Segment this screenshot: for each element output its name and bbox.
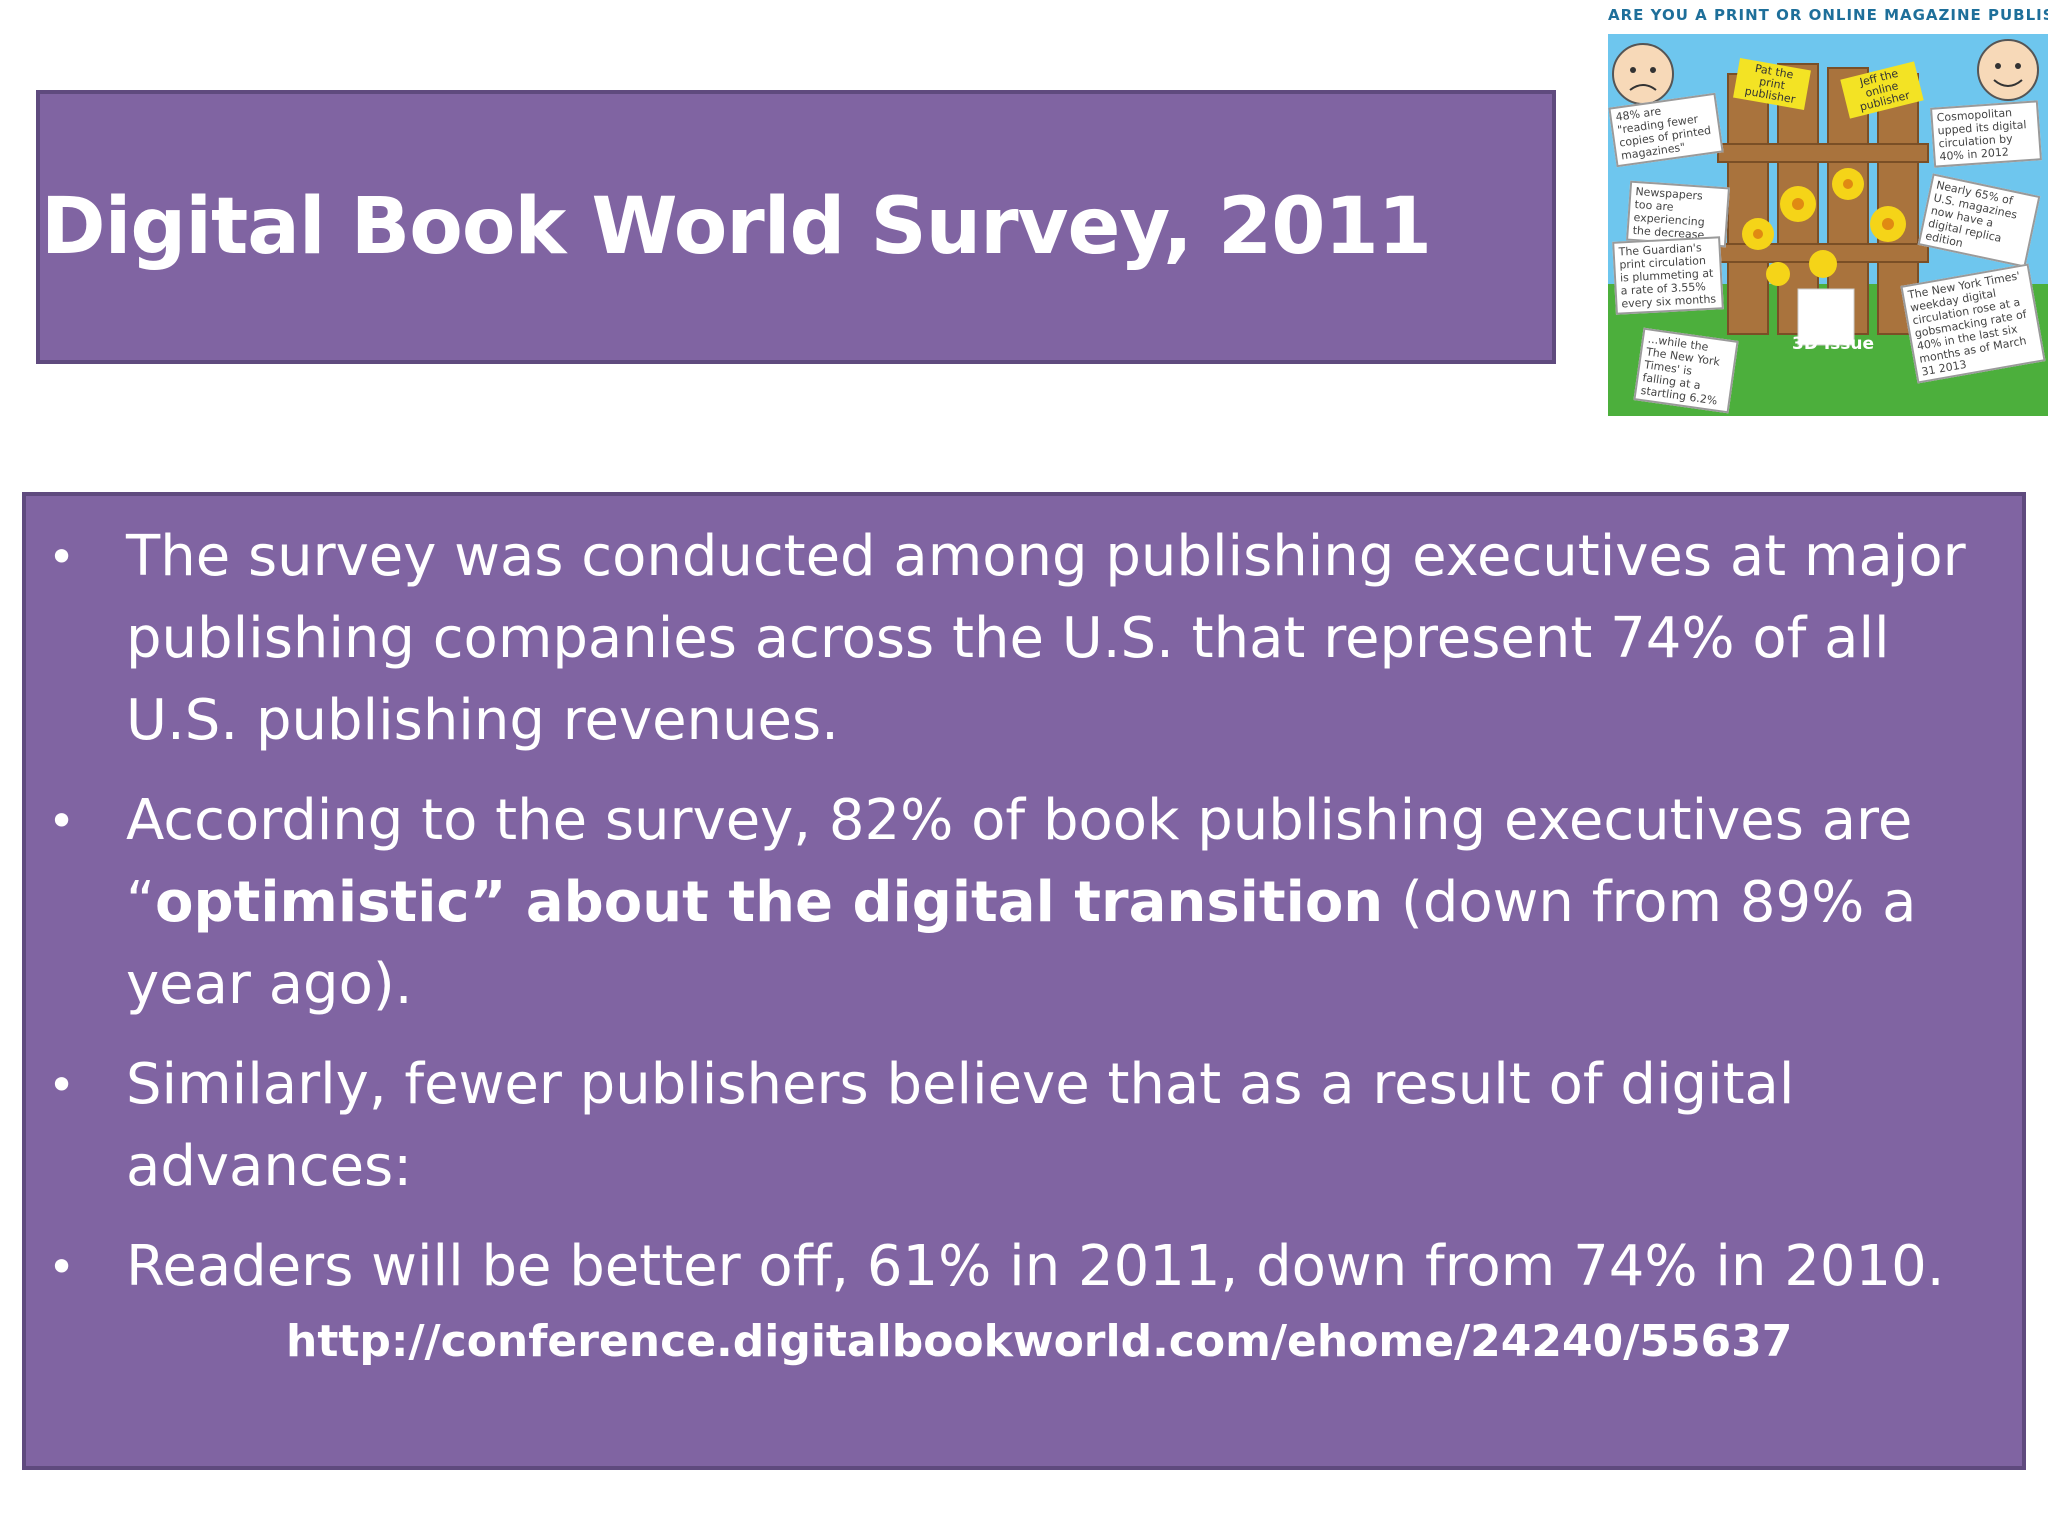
- content-panel: • The survey was conducted among publish…: [22, 492, 2026, 1470]
- note-left-4: ...while the The New York Times' is fall…: [1633, 327, 1739, 414]
- sad-face-icon: [1612, 43, 1674, 105]
- flower-centers: [1753, 179, 1894, 239]
- bullet-item-1: • The survey was conducted among publish…: [26, 516, 1986, 762]
- bullet-icon: •: [48, 530, 76, 584]
- slide-title: Digital Book World Survey, 2011: [40, 182, 1432, 272]
- bullet-list: • The survey was conducted among publish…: [26, 516, 2026, 1326]
- note-right-1: Cosmopolitan upped its digital circulati…: [1930, 100, 2042, 168]
- title-panel: Digital Book World Survey, 2011: [36, 90, 1556, 364]
- source-link[interactable]: http://conference.digitalbookworld.com/e…: [286, 1316, 1793, 1367]
- bullet-text: The survey was conducted among publishin…: [126, 524, 1966, 753]
- bullet-item-4: • Readers will be better off, 61% in 201…: [26, 1226, 1986, 1308]
- issue-label: 3D Issue: [1792, 334, 1875, 354]
- bullet-text: Readers will be better off, 61% in 2011,…: [126, 1234, 1945, 1299]
- note-left-3: The Guardian's print circulation is plum…: [1612, 236, 1724, 315]
- bullet-item-3: • Similarly, fewer publishers believe th…: [26, 1044, 1986, 1208]
- happy-face-icon: [1977, 39, 2039, 101]
- bullet-emphasis: optimistic” about the digital transition: [155, 870, 1384, 935]
- bullet-text-after: (down from 89% a year ago).: [126, 870, 1917, 1017]
- bullet-icon: •: [48, 1058, 76, 1112]
- bullet-text: Similarly, fewer publishers believe that…: [126, 1052, 1795, 1199]
- issue-box: [1797, 288, 1855, 346]
- bullet-icon: •: [48, 1240, 76, 1294]
- infographic-scene: Pat the print publisher Jeff the online …: [1608, 34, 2048, 416]
- bullet-text: According to the survey, 82% of book pub…: [126, 788, 1913, 935]
- infographic-caption: ARE YOU A PRINT OR ONLINE MAGAZINE PUBLI…: [1608, 6, 2048, 24]
- infographic-image: ARE YOU A PRINT OR ONLINE MAGAZINE PUBLI…: [1606, 0, 2048, 420]
- bullet-item-2: • According to the survey, 82% of book p…: [26, 780, 1986, 1026]
- bullet-icon: •: [48, 794, 76, 848]
